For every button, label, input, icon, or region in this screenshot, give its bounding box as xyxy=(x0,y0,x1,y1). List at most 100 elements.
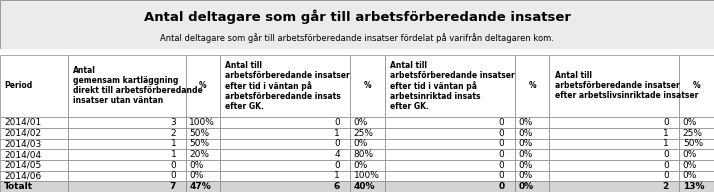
Bar xyxy=(679,181,714,192)
Bar xyxy=(68,181,186,192)
Bar xyxy=(350,160,385,171)
Text: 0: 0 xyxy=(498,150,504,159)
Text: 0: 0 xyxy=(498,139,504,148)
Bar xyxy=(186,55,220,117)
Bar xyxy=(186,149,220,160)
Bar xyxy=(0,160,68,171)
Text: 100%: 100% xyxy=(353,171,380,180)
Text: 50%: 50% xyxy=(683,139,703,148)
Text: 0: 0 xyxy=(663,150,669,159)
Bar xyxy=(68,171,186,181)
Bar xyxy=(549,181,679,192)
Text: 0%: 0% xyxy=(518,161,533,170)
Text: %: % xyxy=(199,81,207,90)
Text: Antal deltagare som går till arbetsförberedande insatser: Antal deltagare som går till arbetsförbe… xyxy=(144,9,570,24)
Text: 2014/04: 2014/04 xyxy=(4,150,41,159)
Bar xyxy=(549,117,679,128)
Text: 0: 0 xyxy=(663,171,669,180)
Bar xyxy=(350,117,385,128)
Bar xyxy=(68,55,186,117)
Bar xyxy=(385,128,515,138)
Bar xyxy=(186,128,220,138)
Bar xyxy=(515,181,549,192)
Bar xyxy=(68,160,186,171)
Text: 1: 1 xyxy=(334,171,340,180)
Text: 2014/01: 2014/01 xyxy=(4,118,41,127)
Bar xyxy=(385,55,515,117)
Text: 25%: 25% xyxy=(683,129,703,138)
Text: Antal deltagare som går till arbetsförberedande insatser fördelat på varifrån de: Antal deltagare som går till arbetsförbe… xyxy=(160,33,554,43)
Text: 0: 0 xyxy=(334,118,340,127)
Text: 1: 1 xyxy=(334,129,340,138)
Bar xyxy=(679,138,714,149)
Text: %: % xyxy=(528,81,536,90)
Bar xyxy=(68,117,186,128)
Bar xyxy=(549,138,679,149)
Bar xyxy=(679,160,714,171)
Bar xyxy=(679,117,714,128)
Bar xyxy=(220,55,350,117)
Text: Antal till
arbetsförberedande insatser
efter arbetslivsinriktade insatser: Antal till arbetsförberedande insatser e… xyxy=(555,71,698,100)
Text: 6: 6 xyxy=(333,182,340,191)
Bar xyxy=(68,138,186,149)
Bar xyxy=(515,138,549,149)
Bar xyxy=(68,149,186,160)
Bar xyxy=(0,55,68,117)
Text: Antal
gemensam kartläggning
direkt till arbetsförberedande
insatser utan väntan: Antal gemensam kartläggning direkt till … xyxy=(73,66,203,105)
Bar xyxy=(515,117,549,128)
Text: %: % xyxy=(693,81,700,90)
Text: 0%: 0% xyxy=(518,129,533,138)
Text: 2014/03: 2014/03 xyxy=(4,139,41,148)
Bar xyxy=(0,49,714,55)
Text: Antal till
arbetsförberedande insatser
efter tid i väntan på
arbetsinriktad insa: Antal till arbetsförberedande insatser e… xyxy=(390,61,515,111)
Bar xyxy=(515,160,549,171)
Bar xyxy=(350,138,385,149)
Text: 0: 0 xyxy=(171,171,176,180)
Bar xyxy=(220,181,350,192)
Text: 50%: 50% xyxy=(189,139,209,148)
Bar xyxy=(220,160,350,171)
Bar xyxy=(220,171,350,181)
Bar xyxy=(0,138,68,149)
Bar xyxy=(350,55,385,117)
Text: 0%: 0% xyxy=(683,161,697,170)
Text: 0%: 0% xyxy=(353,118,368,127)
Text: 0%: 0% xyxy=(518,182,533,191)
Bar xyxy=(385,138,515,149)
Bar xyxy=(0,128,68,138)
Bar xyxy=(220,128,350,138)
Text: 0: 0 xyxy=(498,129,504,138)
Text: 0: 0 xyxy=(334,139,340,148)
Text: 0%: 0% xyxy=(189,171,203,180)
Bar xyxy=(0,149,68,160)
Text: 2014/02: 2014/02 xyxy=(4,129,41,138)
Text: 0%: 0% xyxy=(518,139,533,148)
Text: 0%: 0% xyxy=(683,150,697,159)
Text: 2014/05: 2014/05 xyxy=(4,161,41,170)
Bar xyxy=(220,117,350,128)
Text: Period: Period xyxy=(4,81,32,90)
Text: 20%: 20% xyxy=(189,150,209,159)
Bar xyxy=(679,55,714,117)
Bar xyxy=(350,128,385,138)
Text: 0: 0 xyxy=(498,161,504,170)
Text: 0: 0 xyxy=(498,118,504,127)
Bar xyxy=(385,181,515,192)
Bar xyxy=(350,181,385,192)
Bar xyxy=(385,171,515,181)
Bar xyxy=(515,55,549,117)
Bar xyxy=(350,171,385,181)
Bar xyxy=(385,117,515,128)
Bar xyxy=(385,149,515,160)
Bar xyxy=(549,55,679,117)
Bar xyxy=(68,128,186,138)
Text: 13%: 13% xyxy=(683,182,704,191)
Bar xyxy=(549,160,679,171)
Bar xyxy=(0,0,714,49)
Text: 0: 0 xyxy=(663,161,669,170)
Text: 80%: 80% xyxy=(353,150,374,159)
Text: 0%: 0% xyxy=(518,150,533,159)
Text: 0: 0 xyxy=(498,182,504,191)
Text: 0%: 0% xyxy=(353,139,368,148)
Text: 1: 1 xyxy=(171,150,176,159)
